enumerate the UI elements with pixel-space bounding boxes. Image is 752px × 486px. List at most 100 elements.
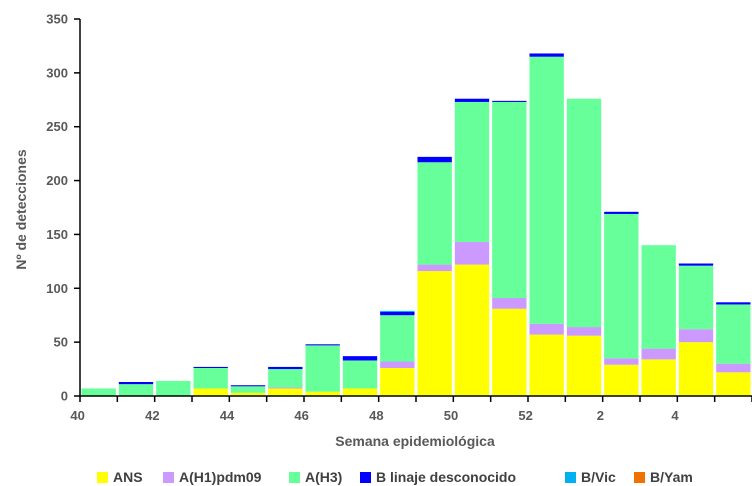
x-axis-title: Semana epidemiológica — [335, 433, 495, 449]
x-tick-label: 40 — [70, 408, 84, 423]
bar-segment — [529, 56, 564, 324]
legend-swatch — [97, 472, 108, 483]
legend-label: A(H1)pdm09 — [179, 469, 262, 485]
bar-segment — [118, 382, 154, 385]
legend-swatch — [634, 472, 645, 483]
bar-segment — [81, 388, 116, 396]
bar-segment — [492, 308, 527, 396]
legend-item: A(H1)pdm09 — [163, 469, 262, 485]
x-tick-label: 44 — [220, 408, 235, 423]
bar-segment — [380, 315, 415, 362]
legend-swatch — [163, 472, 174, 483]
bar-segment — [230, 385, 266, 387]
bar-segment — [417, 271, 452, 396]
bar-segment — [678, 329, 714, 343]
y-tick-label: 0 — [61, 389, 68, 404]
x-axis: 40 42 44 46 48 50 52 2 4 — [70, 395, 752, 423]
bar-segment — [566, 335, 602, 396]
bar-segment — [492, 297, 527, 309]
bar-segment — [641, 359, 676, 396]
bar-segment — [678, 342, 714, 396]
y-tick-label: 250 — [46, 119, 68, 134]
bar-segment — [268, 366, 303, 370]
bar-segment — [604, 211, 639, 214]
y-axis: 0 50 100 150 200 250 300 350 — [46, 12, 81, 404]
bar-segment — [716, 304, 751, 364]
bar-segment — [230, 392, 266, 396]
legend-label: ANS — [113, 469, 143, 485]
bar-segment — [156, 380, 191, 396]
legend: ANS A(H1)pdm09 A(H3) B linaje desconocido B/… — [97, 469, 693, 485]
x-tick-label: 50 — [444, 408, 458, 423]
bar-segment — [641, 348, 676, 360]
bar-segment — [454, 98, 490, 102]
legend-swatch — [565, 472, 576, 483]
bar-segment — [604, 358, 639, 365]
bar-segment — [529, 53, 564, 57]
bar-segment — [305, 344, 340, 346]
bar-segment — [492, 100, 527, 102]
bar-segment — [716, 372, 751, 396]
bar-segment — [566, 98, 602, 328]
legend-item: A(H3) — [289, 469, 342, 485]
y-tick-label: 350 — [46, 12, 68, 27]
bar-segment — [604, 364, 639, 396]
bar-segment — [380, 361, 415, 368]
y-tick-label: 50 — [54, 335, 68, 350]
bar-segment — [118, 384, 154, 396]
bar-segment — [492, 101, 527, 298]
x-tick-label: 2 — [597, 408, 604, 423]
x-tick-label: 48 — [369, 408, 383, 423]
plot-area — [81, 53, 751, 396]
bar-segment — [454, 241, 490, 265]
legend-swatch — [289, 472, 300, 483]
bar-segment — [454, 264, 490, 396]
bar-segment — [193, 388, 228, 396]
x-tick-label: 42 — [145, 408, 159, 423]
bar-segment — [716, 363, 751, 373]
legend-item: B/Yam — [634, 469, 693, 485]
x-tick-label: 52 — [518, 408, 532, 423]
bar-segment — [566, 327, 602, 336]
bar-segment — [268, 387, 303, 389]
bar-segment — [678, 263, 714, 266]
bar-segment — [417, 162, 452, 265]
x-tick-label: 46 — [294, 408, 308, 423]
bar-segment — [193, 367, 228, 389]
bar-segment — [230, 386, 266, 393]
y-tick-label: 100 — [46, 281, 68, 296]
bar-segment — [716, 302, 751, 305]
bar-segment — [417, 264, 452, 272]
legend-label: A(H3) — [305, 469, 342, 485]
bar-segment — [268, 369, 303, 388]
bar-segment — [193, 366, 228, 368]
bar-segment — [678, 265, 714, 330]
legend-item: ANS — [97, 469, 143, 485]
bar-segment — [342, 356, 378, 361]
bar-segment — [454, 101, 490, 242]
bar-segment — [417, 156, 452, 163]
x-tick-label: 4 — [671, 408, 679, 423]
bar-segment — [529, 334, 564, 396]
bar-segment — [380, 310, 415, 312]
bar-segment — [641, 245, 676, 349]
legend-swatch — [360, 472, 371, 483]
bar-segment — [529, 323, 564, 335]
bar-segment — [380, 311, 415, 316]
bar-segment — [342, 388, 378, 396]
bar-segment — [604, 213, 639, 359]
y-tick-label: 200 — [46, 173, 68, 188]
legend-label: B linaje desconocido — [376, 469, 516, 485]
legend-item: B/Vic — [565, 469, 616, 485]
bar-segment — [342, 360, 378, 389]
y-axis-title: Nº de detecciones — [13, 149, 29, 269]
bar-segment — [268, 388, 303, 396]
legend-label: B/Vic — [581, 469, 616, 485]
bar-segment — [380, 367, 415, 396]
legend-item: B linaje desconocido — [360, 469, 516, 485]
y-tick-label: 300 — [46, 65, 68, 80]
bar-segment — [305, 345, 340, 392]
y-tick-label: 150 — [46, 227, 68, 242]
